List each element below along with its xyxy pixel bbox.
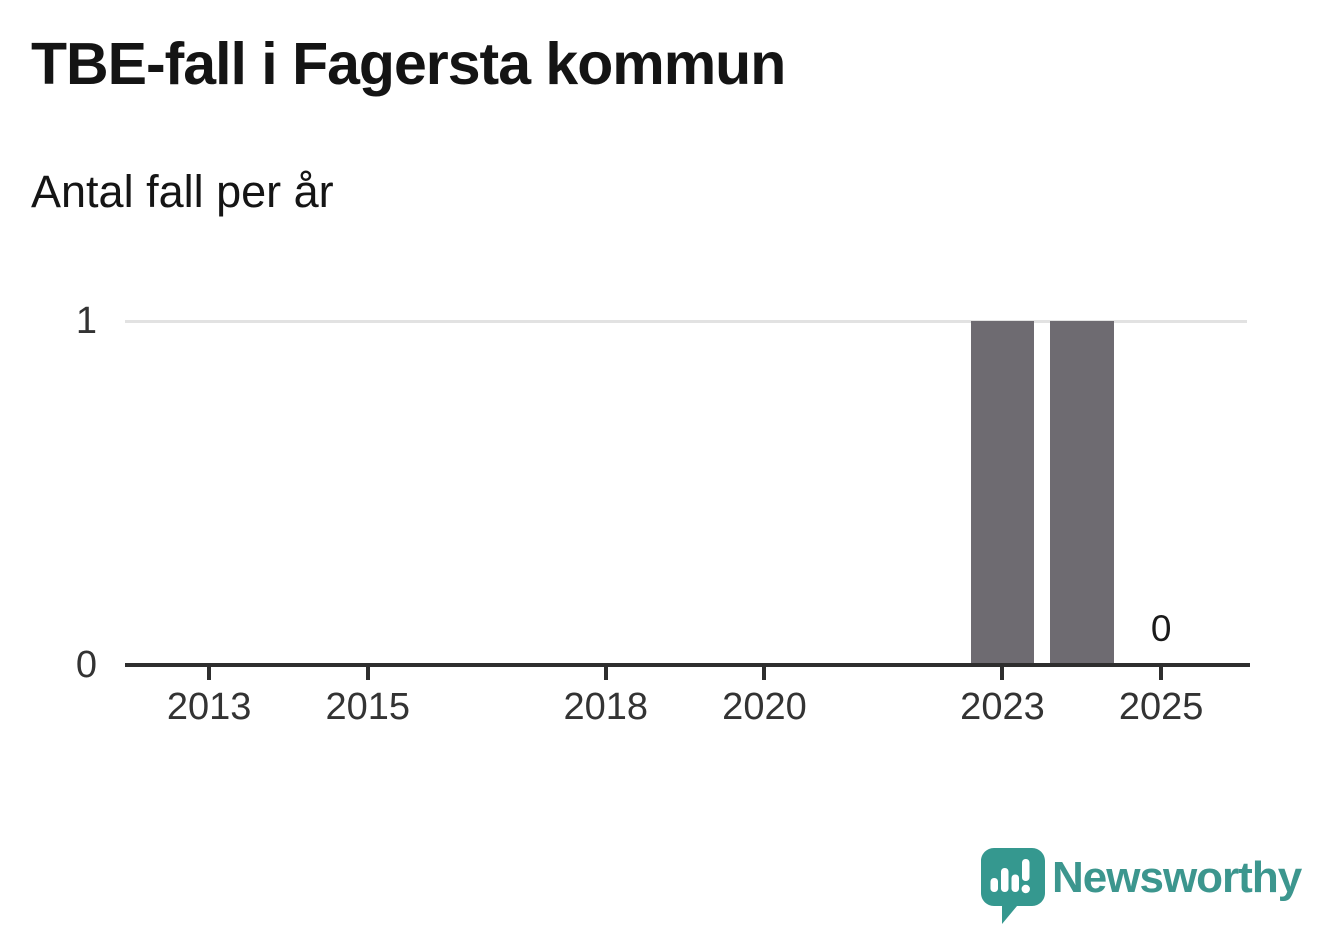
y-axis-label-1: 1: [75, 300, 97, 342]
x-tick-label-2020: 2020: [722, 686, 807, 728]
chart-title: TBE-fall i Fagersta kommun: [31, 31, 786, 97]
x-tick-label-2013: 2013: [166, 686, 252, 728]
x-tick-label-2018: 2018: [563, 686, 649, 728]
x-axis-line: [125, 663, 1250, 667]
x-tick-2020: [762, 667, 767, 680]
x-tick-2013: [207, 667, 212, 680]
newsworthy-logo-icon: [981, 848, 1045, 924]
x-tick-label-2025: 2025: [1118, 686, 1204, 728]
brand-wordmark: Newsworthy: [1052, 853, 1302, 902]
bar-2024: [1050, 321, 1114, 663]
bar-2023: [970, 321, 1035, 663]
x-tick-2023: [1000, 667, 1005, 680]
y-axis-label-0: 0: [75, 644, 97, 686]
chart-subtitle: Antal fall per år: [31, 166, 334, 217]
gridline-value-1: [125, 320, 1247, 323]
x-tick-label-2015: 2015: [325, 686, 411, 728]
x-tick-2025: [1159, 667, 1164, 680]
bar-value-annotation: 0: [1150, 608, 1172, 649]
x-tick-2018: [603, 667, 608, 680]
x-tick-label-2023: 2023: [960, 686, 1045, 728]
brand-footer: Newsworthy: [981, 848, 1302, 926]
x-tick-2015: [365, 667, 370, 680]
